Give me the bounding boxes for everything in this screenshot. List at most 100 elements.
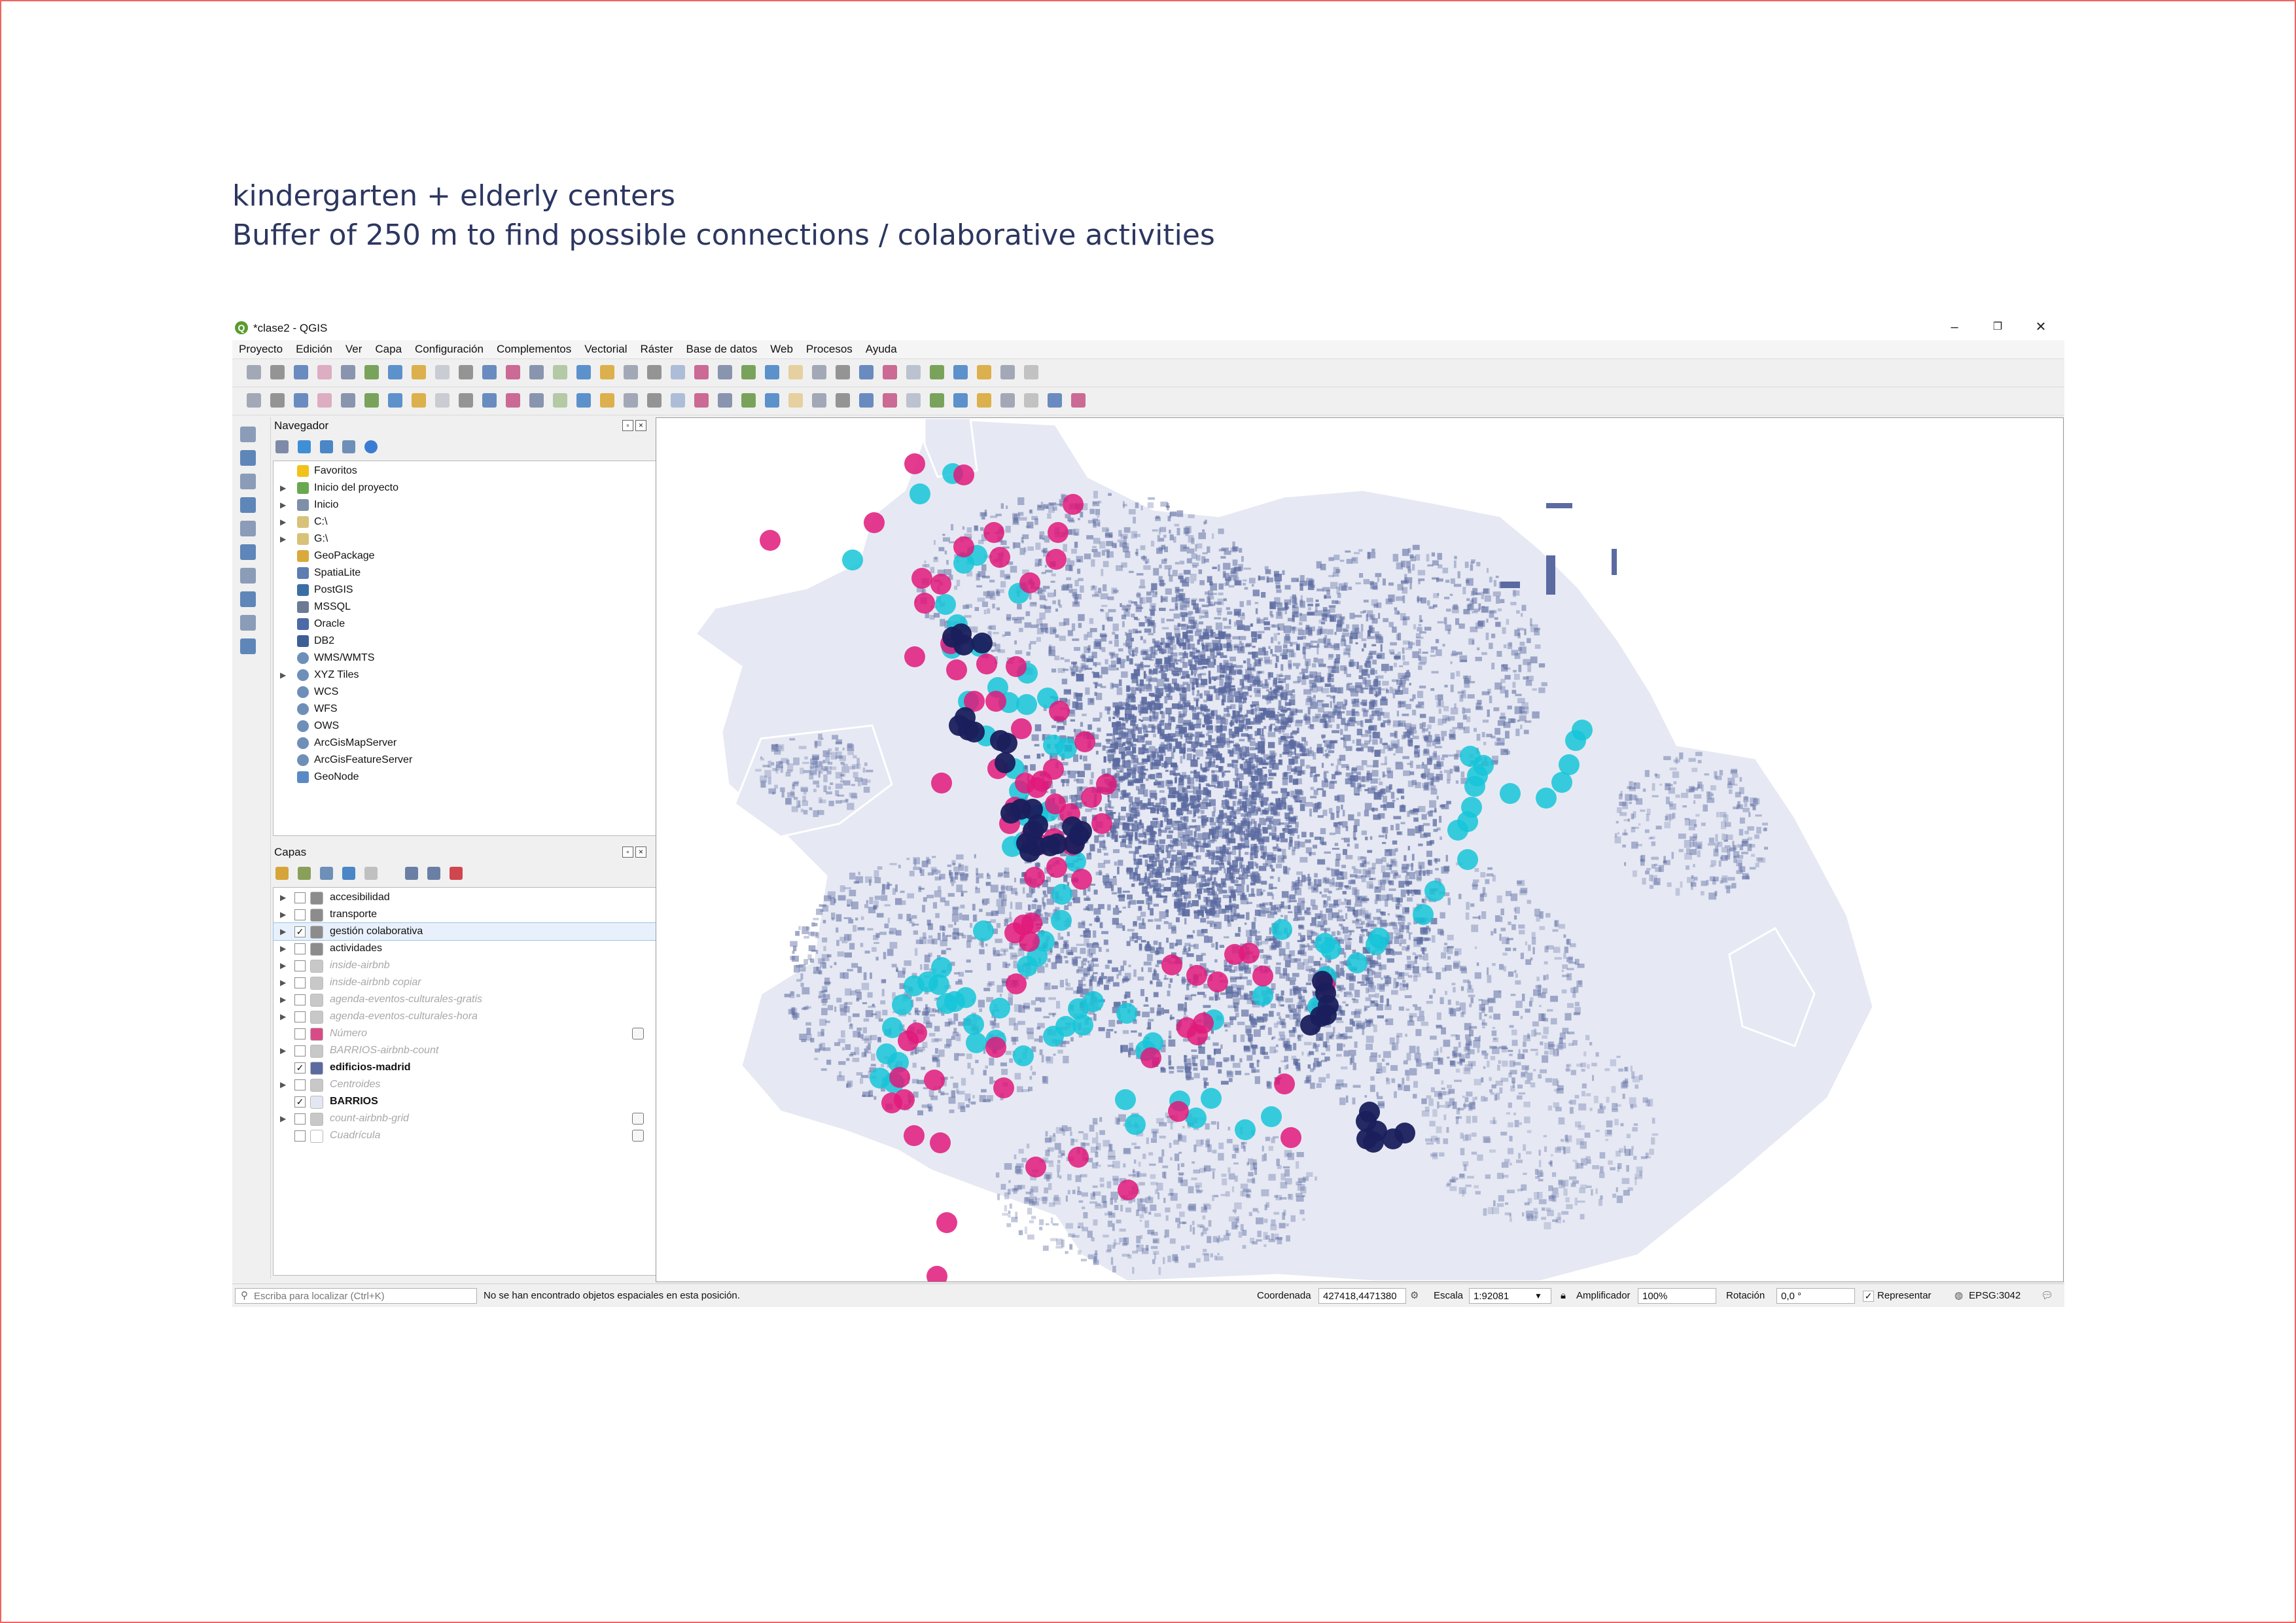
menu-item[interactable]: Ráster [640, 343, 673, 355]
layer-visibility-checkbox[interactable] [294, 1028, 306, 1039]
main-tool-icon[interactable] [435, 365, 450, 379]
edit-tool-icon[interactable] [883, 393, 897, 408]
layer-visibility-checkbox[interactable] [294, 1011, 306, 1022]
main-tool-icon[interactable] [506, 365, 520, 379]
browser-item[interactable]: Oracle [274, 616, 656, 633]
main-tool-icon[interactable] [836, 365, 850, 379]
layer-item[interactable]: ▶ count-airbnb-grid [274, 1110, 656, 1127]
layer-item[interactable]: Número [274, 1025, 656, 1042]
collapse-all-icon[interactable] [427, 867, 440, 880]
edit-tool-icon[interactable] [270, 393, 285, 408]
edit-tool-icon[interactable] [412, 393, 426, 408]
edit-tool-icon[interactable] [859, 393, 874, 408]
edit-tool-icon[interactable] [741, 393, 756, 408]
layer-item[interactable]: ▶ Centroides [274, 1076, 656, 1093]
browser-item[interactable]: WMS/WMTS [274, 650, 656, 667]
close-panel-icon[interactable]: × [635, 846, 646, 858]
layer-visibility-checkbox[interactable] [294, 1045, 306, 1056]
edit-tool-icon[interactable] [317, 393, 332, 408]
menu-item[interactable]: Web [770, 343, 793, 355]
main-tool-icon[interactable] [412, 365, 426, 379]
layer-item[interactable]: ▶ actividades [274, 940, 656, 957]
info-icon[interactable] [364, 440, 378, 453]
add-layer-icon[interactable] [240, 568, 256, 584]
edit-tool-icon[interactable] [1048, 393, 1062, 408]
add-layer-icon[interactable] [240, 427, 256, 442]
edit-tool-icon[interactable] [506, 393, 520, 408]
add-layer-icon[interactable] [240, 544, 256, 560]
browser-item[interactable]: ▶ Inicio del proyecto [274, 480, 656, 497]
add-layer-icon[interactable] [240, 638, 256, 654]
main-tool-icon[interactable] [388, 365, 402, 379]
edit-tool-icon[interactable] [977, 393, 991, 408]
layer-visibility-checkbox[interactable]: ✓ [294, 1062, 306, 1073]
browser-item[interactable]: OWS [274, 718, 656, 735]
expand-arrow-icon[interactable]: ▶ [280, 500, 287, 510]
edit-tool-icon[interactable] [647, 393, 662, 408]
layer-item[interactable]: ▶ agenda-eventos-culturales-hora [274, 1008, 656, 1025]
style-manager-icon[interactable] [275, 867, 289, 880]
menu-item[interactable]: Vectorial [584, 343, 627, 355]
add-layer-icon[interactable] [240, 474, 256, 489]
layer-visibility-checkbox[interactable] [294, 994, 306, 1005]
main-tool-icon[interactable] [341, 365, 355, 379]
manage-map-themes-icon[interactable] [320, 867, 333, 880]
layer-item[interactable]: ▶ BARRIOS-airbnb-count [274, 1042, 656, 1059]
edit-tool-icon[interactable] [1071, 393, 1086, 408]
main-tool-icon[interactable] [294, 365, 308, 379]
menu-item[interactable]: Complementos [496, 343, 572, 355]
layer-item[interactable]: ✓ BARRIOS [274, 1093, 656, 1110]
float-panel-icon[interactable]: ▫ [622, 846, 633, 858]
layer-visibility-checkbox[interactable] [294, 909, 306, 920]
layer-visibility-checkbox[interactable] [294, 1130, 306, 1142]
add-layer-icon[interactable] [240, 591, 256, 607]
layer-item[interactable]: ▶ inside-airbnb [274, 957, 656, 974]
layer-item[interactable]: ▶ accesibilidad [274, 889, 656, 906]
main-tool-icon[interactable] [317, 365, 332, 379]
expand-arrow-icon[interactable]: ▶ [280, 1080, 287, 1089]
main-tool-icon[interactable] [718, 365, 732, 379]
edit-tool-icon[interactable] [906, 393, 921, 408]
collapse-all-icon[interactable] [342, 440, 355, 453]
browser-item[interactable]: WCS [274, 684, 656, 701]
expand-arrow-icon[interactable]: ▶ [280, 534, 287, 544]
edit-tool-icon[interactable] [671, 393, 685, 408]
add-group-icon[interactable] [298, 867, 311, 880]
main-tool-icon[interactable] [553, 365, 567, 379]
expand-arrow-icon[interactable]: ▶ [280, 961, 287, 970]
add-layer-icon[interactable] [240, 615, 256, 631]
edit-tool-icon[interactable] [553, 393, 567, 408]
menu-item[interactable]: Proyecto [239, 343, 283, 355]
menu-item[interactable]: Configuración [415, 343, 484, 355]
layer-item[interactable]: ▶ ✓ gestión colaborativa [273, 922, 656, 941]
browser-item[interactable]: Favoritos [274, 462, 656, 480]
add-layer-icon[interactable] [240, 450, 256, 466]
edit-tool-icon[interactable] [624, 393, 638, 408]
main-tool-icon[interactable] [694, 365, 709, 379]
expand-arrow-icon[interactable]: ▶ [280, 517, 287, 527]
edit-tool-icon[interactable] [836, 393, 850, 408]
layer-visibility-checkbox[interactable]: ✓ [294, 926, 306, 937]
menu-item[interactable]: Procesos [805, 343, 853, 355]
edit-tool-icon[interactable] [1000, 393, 1015, 408]
map-canvas[interactable] [656, 417, 2064, 1282]
browser-item[interactable]: ▶ G:\ [274, 531, 656, 548]
browser-item[interactable]: SpatiaLite [274, 565, 656, 582]
edit-tool-icon[interactable] [718, 393, 732, 408]
main-tool-icon[interactable] [765, 365, 779, 379]
expand-arrow-icon[interactable]: ▶ [280, 910, 287, 919]
edit-tool-icon[interactable] [247, 393, 261, 408]
edit-tool-icon[interactable] [576, 393, 591, 408]
layer-visibility-checkbox[interactable] [294, 892, 306, 903]
edit-tool-icon[interactable] [953, 393, 968, 408]
main-tool-icon[interactable] [671, 365, 685, 379]
main-tool-icon[interactable] [930, 365, 944, 379]
edit-tool-icon[interactable] [529, 393, 544, 408]
expand-arrow-icon[interactable]: ▶ [280, 893, 287, 902]
main-tool-icon[interactable] [270, 365, 285, 379]
memory-icon[interactable] [632, 1130, 644, 1142]
main-tool-icon[interactable] [247, 365, 261, 379]
expand-arrow-icon[interactable]: ▶ [280, 1012, 287, 1021]
browser-item[interactable]: GeoPackage [274, 548, 656, 565]
edit-tool-icon[interactable] [482, 393, 497, 408]
